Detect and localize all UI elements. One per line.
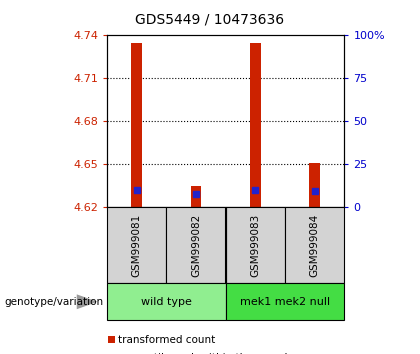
Text: GDS5449 / 10473636: GDS5449 / 10473636 [135,12,285,27]
Bar [191,185,202,207]
Bar [166,207,226,283]
Bar [108,336,115,343]
Bar [107,207,166,283]
Bar [250,42,261,207]
Bar [107,283,226,320]
Text: transformed count: transformed count [118,335,215,345]
Bar [226,207,285,283]
Text: wild type: wild type [141,297,192,307]
Bar [310,163,320,207]
Text: mek1 mek2 null: mek1 mek2 null [240,297,330,307]
Text: GSM999081: GSM999081 [132,213,142,277]
Text: GSM999082: GSM999082 [191,213,201,277]
Bar [285,207,344,283]
Text: GSM999084: GSM999084 [310,213,320,277]
Text: GSM999083: GSM999083 [250,213,260,277]
Bar [226,283,344,320]
Text: percentile rank within the sample: percentile rank within the sample [118,353,294,354]
Polygon shape [77,295,97,309]
Bar [131,42,142,207]
Text: genotype/variation: genotype/variation [4,297,103,307]
